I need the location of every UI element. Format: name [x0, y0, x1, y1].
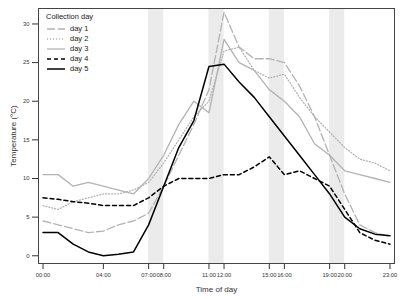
svg-text:25: 25	[23, 59, 29, 65]
html-text:day 4: day 4	[70, 54, 89, 63]
svg-text:11:00: 11:00	[202, 272, 216, 278]
svg-text:0: 0	[26, 253, 29, 259]
svg-text:20: 20	[23, 98, 29, 104]
svg-text:20:00: 20:00	[337, 272, 352, 278]
svg-text:Time of day: Time of day	[196, 285, 238, 294]
svg-text:00:00: 00:00	[36, 272, 51, 278]
svg-text:08:00: 08:00	[156, 272, 171, 278]
svg-text:19:00: 19:00	[322, 272, 337, 278]
html-text:day 3: day 3	[70, 44, 89, 53]
svg-text:07:00: 07:00	[141, 272, 156, 278]
html-text:day 2: day 2	[70, 34, 89, 43]
html-text:day 5: day 5	[70, 64, 89, 73]
svg-text:23:00: 23:00	[383, 272, 398, 278]
svg-text:15: 15	[23, 137, 29, 143]
svg-text:5: 5	[26, 214, 29, 220]
html-text:day 1: day 1	[70, 24, 89, 33]
svg-text:Temperature (°C): Temperature (°C)	[9, 105, 18, 167]
svg-text:04:00: 04:00	[96, 272, 111, 278]
svg-text:10: 10	[23, 175, 29, 181]
svg-text:15:00: 15:00	[262, 272, 277, 278]
html-text:Collection day: Collection day	[46, 12, 94, 21]
svg-text:16:00: 16:00	[277, 272, 292, 278]
svg-text:30: 30	[23, 21, 29, 27]
svg-text:12:00: 12:00	[217, 272, 232, 278]
